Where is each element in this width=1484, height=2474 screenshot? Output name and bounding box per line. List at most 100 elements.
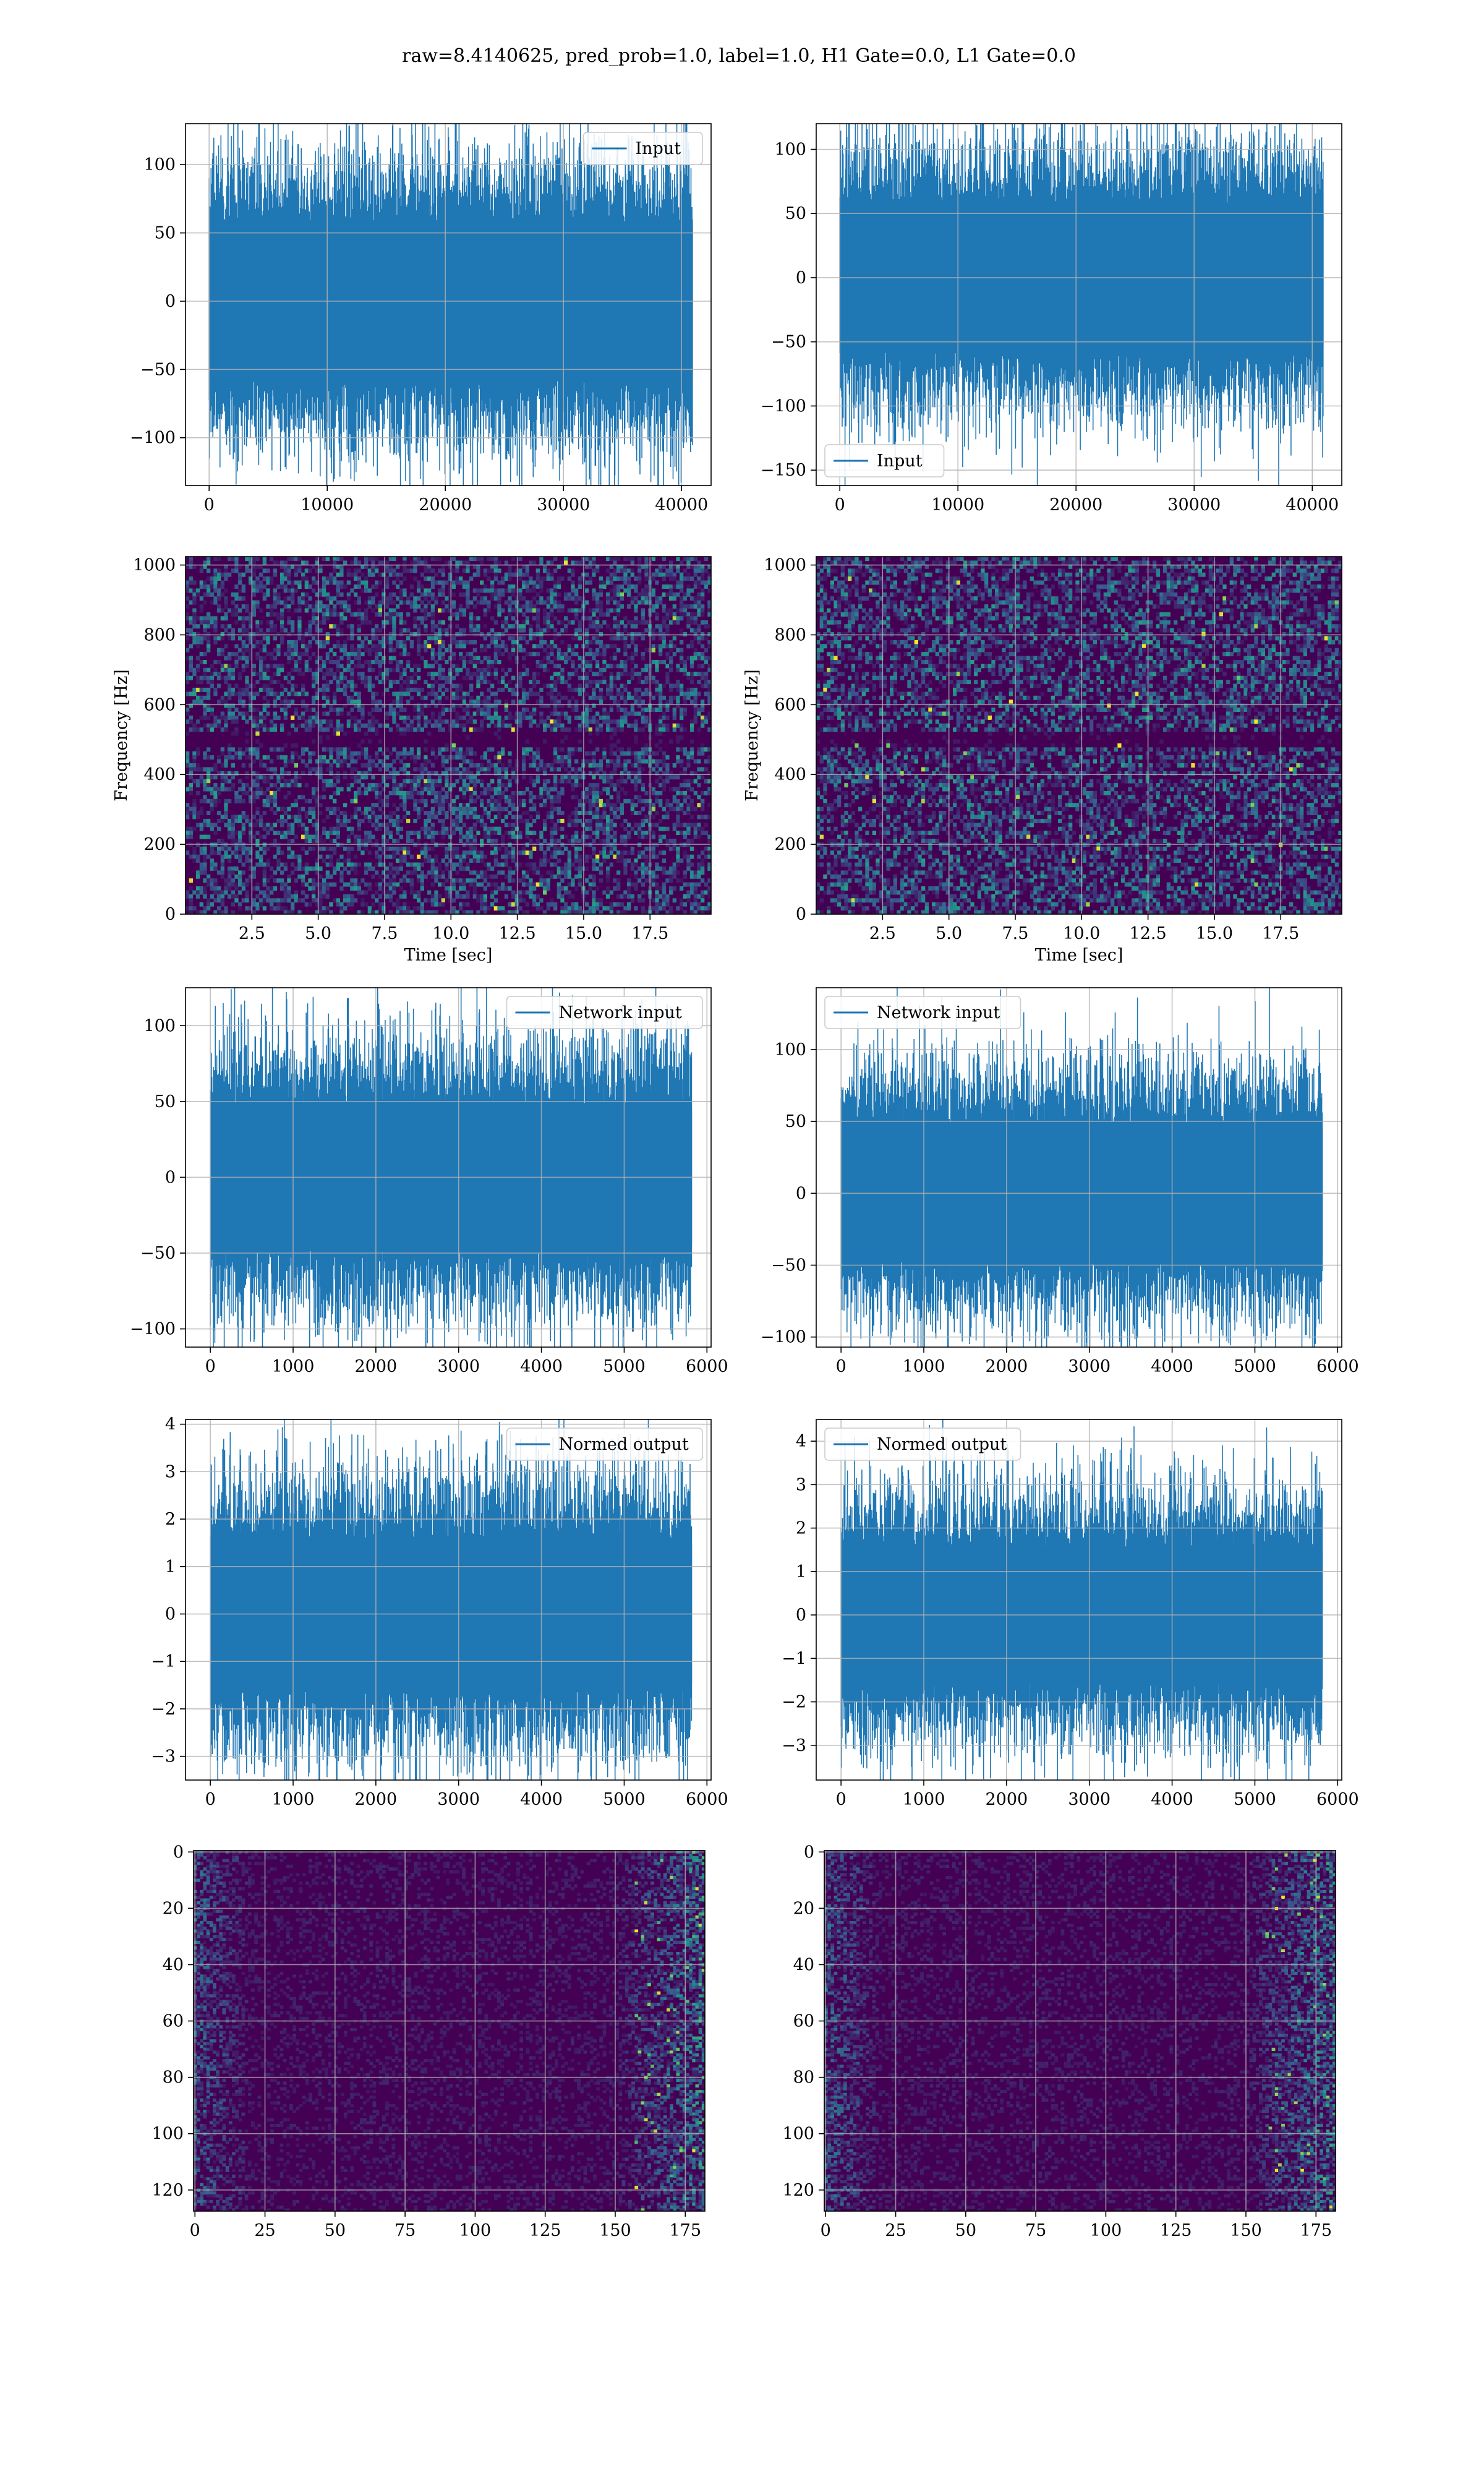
y-tick-label: 100 [151, 2125, 184, 2144]
y-tick-label: −3 [151, 1747, 176, 1766]
ticks: 0 25 50 75 100 125 150 175 0 20 40 60 80 100 120 [151, 1843, 701, 2240]
x-tick-label: 175 [670, 2221, 702, 2240]
y-tick-label: 50 [155, 1092, 176, 1111]
chart-panel-r4c1: 0 1000 2000 3000 4000 5000 6000 −3 −2 −1 0 1 2 3 4 Norm… [151, 1415, 728, 1809]
x-tick-label: 2000 [986, 1790, 1028, 1809]
x-tick-label: 1000 [903, 1357, 945, 1376]
y-tick-label: 0 [796, 1184, 806, 1203]
x-tick-label: 4000 [520, 1357, 563, 1376]
x-tick-label: 0 [205, 1357, 216, 1376]
y-tick-label: 50 [785, 1112, 806, 1131]
legend-box [824, 1427, 1021, 1461]
legend-label: Normed output [559, 1435, 689, 1454]
y-tick-label: 600 [774, 695, 806, 714]
legend-box [506, 1427, 703, 1461]
y-tick-label: 50 [155, 224, 176, 243]
y-tick-label: −1 [782, 1649, 806, 1668]
y-tick-label: 100 [782, 2125, 814, 2144]
ticks: 0 1000 2000 3000 4000 5000 6000 −100 −50 0 50 100 [130, 1016, 728, 1376]
y-tick-label: 80 [163, 2068, 184, 2087]
plot-area [194, 1851, 705, 2211]
y-tick-label: 50 [785, 204, 806, 223]
x-tick-label: 40000 [655, 495, 708, 515]
y-tick-label: 60 [163, 2012, 184, 2031]
figure-suptitle: raw=8.4140625, pred_prob=1.0, label=1.0,… [402, 45, 1076, 67]
y-tick-label: 200 [143, 835, 176, 854]
x-tick-label: 30000 [537, 495, 590, 515]
x-tick-label: 10000 [931, 495, 984, 515]
y-tick-label: 800 [143, 625, 176, 644]
y-tick-label: 0 [804, 1843, 814, 1862]
grid-lines [824, 1851, 1336, 2211]
x-tick-label: 75 [394, 2221, 416, 2240]
legend-label: Input [636, 139, 681, 158]
y-tick-label: 3 [165, 1462, 176, 1481]
x-tick-label: 20000 [419, 495, 472, 515]
y-tick-label: −1 [151, 1652, 176, 1671]
y-tick-label: 80 [793, 2068, 814, 2087]
grid-lines [816, 124, 1342, 486]
x-tick-label: 6000 [1316, 1790, 1359, 1809]
x-tick-label: 17.5 [631, 924, 668, 943]
y-tick-label: 0 [165, 1605, 176, 1624]
x-tick-label: 1000 [272, 1790, 315, 1809]
ticks: 2.5 5.0 7.5 10.0 12.5 15.0 17.5 0 200 400 600 800 10… [133, 556, 668, 943]
x-tick-label: 17.5 [1262, 924, 1299, 943]
x-tick-label: 30000 [1167, 495, 1221, 515]
x-tick-label: 12.5 [1130, 924, 1167, 943]
axes-frame [185, 1419, 712, 1781]
y-tick-label: 800 [774, 625, 806, 644]
x-tick-label: 3000 [437, 1790, 480, 1809]
x-tick-label: 0 [190, 2221, 200, 2240]
y-tick-label: 1000 [764, 556, 806, 575]
y-tick-label: 0 [165, 905, 176, 924]
x-tick-label: 0 [205, 1790, 216, 1809]
x-tick-label: 50 [955, 2221, 976, 2240]
axes-frame [824, 1850, 1336, 2212]
x-tick-label: 3000 [1068, 1357, 1111, 1376]
y-tick-label: 100 [143, 1016, 176, 1035]
x-tick-label: 5000 [603, 1357, 646, 1376]
y-tick-label: 40 [163, 1955, 184, 1974]
legend-box [824, 444, 945, 477]
x-tick-label: 25 [254, 2221, 275, 2240]
heatmap-cells [186, 557, 711, 914]
y-tick-label: 0 [796, 268, 806, 288]
y-tick-label: 4 [165, 1415, 176, 1434]
y-axis-label: Frequency [Hz] [743, 669, 762, 801]
y-tick-label: 600 [143, 695, 176, 714]
y-tick-label: −2 [782, 1693, 806, 1712]
axes-frame [185, 123, 712, 486]
y-tick-label: 40 [793, 1955, 814, 1974]
x-tick-label: 3000 [1068, 1790, 1111, 1809]
chart-panel-r3c1: 0 1000 2000 3000 4000 5000 6000 −100 −50 0 50 100 Ne… [130, 987, 728, 1376]
x-tick-label: 175 [1300, 2221, 1333, 2240]
x-tick-label: 75 [1025, 2221, 1046, 2240]
x-tick-label: 10.0 [432, 924, 469, 943]
x-tick-label: 150 [1230, 2221, 1262, 2240]
y-tick-label: −150 [761, 461, 806, 480]
x-tick-label: 2000 [986, 1357, 1028, 1376]
plot-area [186, 557, 711, 914]
legend-label: Network input [877, 1003, 1000, 1022]
chart-panel-r2c2: 2.5 5.0 7.5 10.0 12.5 15.0 17.5 0 200 400 600 800 10… [743, 556, 1342, 965]
x-tick-label: 125 [1160, 2221, 1192, 2240]
legend: Network input [824, 996, 1021, 1029]
y-tick-label: −100 [761, 396, 806, 416]
x-tick-label: 5000 [1234, 1357, 1276, 1376]
axes-frame [185, 987, 712, 1348]
chart-panel-r2c1: 2.5 5.0 7.5 10.0 12.5 15.0 17.5 0 200 400 600 800 10… [112, 556, 712, 965]
x-tick-label: 5.0 [936, 924, 962, 943]
x-tick-label: 15.0 [1196, 924, 1233, 943]
plot-area [824, 1851, 1336, 2211]
legend: Network input [506, 996, 703, 1029]
x-tick-label: 20000 [1049, 495, 1102, 515]
ticks: 0 10000 20000 30000 40000 −150 −100 −50 0 50 100 [761, 140, 1339, 515]
x-tick-label: 5000 [1234, 1790, 1276, 1809]
legend-label: Network input [559, 1003, 682, 1022]
y-tick-label: 100 [774, 1040, 806, 1059]
x-tick-label: 10.0 [1063, 924, 1100, 943]
grid-lines [816, 988, 1342, 1347]
axes-frame [816, 123, 1342, 486]
legend-box [824, 996, 1021, 1029]
